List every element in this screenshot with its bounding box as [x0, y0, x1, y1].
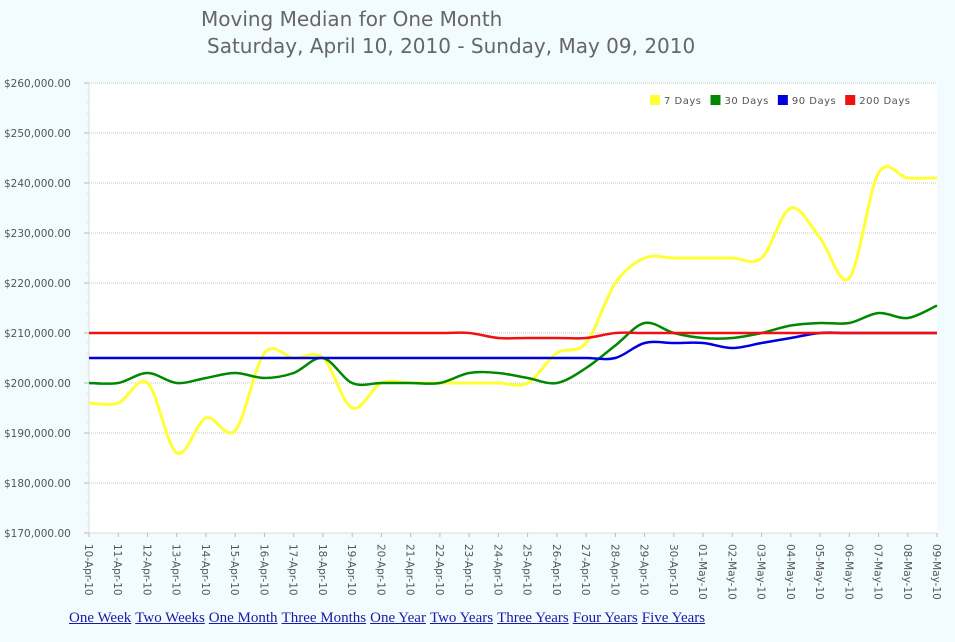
- legend-item: 90 Days: [777, 95, 836, 107]
- x-tick-label: 04-May-10: [784, 544, 796, 600]
- x-tick-label: 23-Apr-10: [462, 544, 474, 596]
- legend-swatch: [777, 95, 788, 105]
- series-line: [88, 331, 937, 340]
- range-link-one-year[interactable]: One Year: [370, 610, 426, 626]
- x-tick-label: 25-Apr-10: [521, 544, 533, 596]
- y-tick-label: $240,000.00: [4, 178, 71, 190]
- legend-swatch: [710, 95, 721, 105]
- x-tick-label: 07-May-10: [872, 544, 884, 600]
- legend-swatch: [845, 95, 856, 105]
- y-tick-label: $180,000.00: [4, 478, 71, 490]
- x-tick-label: 09-May-10: [930, 544, 942, 600]
- x-tick-label: 01-May-10: [696, 544, 708, 600]
- y-tick-label: $210,000.00: [4, 328, 71, 340]
- y-tick-label: $260,000.00: [4, 78, 71, 90]
- x-axis: 10-Apr-10 11-Apr-10 12-Apr-10 13-Apr-10 14-A…: [82, 532, 942, 600]
- range-link-one-week[interactable]: One Week: [69, 610, 132, 626]
- y-tick-label: $190,000.00: [4, 428, 71, 440]
- y-tick-label: $170,000.00: [4, 528, 71, 540]
- legend-item: 7 Days: [650, 95, 702, 107]
- y-tick-label: $220,000.00: [4, 278, 71, 290]
- x-tick-label: 29-Apr-10: [638, 544, 650, 596]
- x-tick-label: 20-Apr-10: [374, 544, 386, 596]
- y-axis: $170,000.00 $180,000.00 $190,000.00 $200,00…: [4, 78, 90, 540]
- x-tick-label: 22-Apr-10: [433, 544, 445, 596]
- chart-title: Moving Median for One Month: [201, 7, 503, 31]
- series-200-days: [88, 331, 938, 340]
- x-tick-label: 06-May-10: [842, 544, 854, 600]
- legend-item: 30 Days: [710, 95, 769, 107]
- range-link-two-years[interactable]: Two Years: [429, 610, 494, 626]
- range-link-two-weeks[interactable]: Two Weeks: [135, 610, 205, 626]
- x-tick-label: 05-May-10: [813, 544, 825, 600]
- y-tick-label: $230,000.00: [4, 228, 71, 240]
- range-link-one-month[interactable]: One Month: [208, 610, 278, 626]
- legend-label: 7 Days: [664, 96, 702, 107]
- range-link-four-years[interactable]: Four Years: [572, 610, 638, 626]
- x-tick-label: 11-Apr-10: [111, 544, 123, 596]
- range-link-five-years[interactable]: Five Years: [641, 610, 706, 626]
- x-tick-label: 13-Apr-10: [170, 544, 182, 596]
- x-tick-label: 30-Apr-10: [667, 544, 679, 596]
- x-tick-label: 02-May-10: [725, 544, 737, 600]
- x-tick-label: 15-Apr-10: [228, 544, 240, 596]
- series-line: [89, 331, 937, 361]
- series-90-days: [88, 331, 938, 361]
- x-tick-label: 28-Apr-10: [608, 544, 620, 596]
- series-line: [88, 165, 938, 455]
- y-tick-label: $200,000.00: [4, 378, 71, 390]
- range-links: One Week Two Weeks One Month Three Months On…: [69, 610, 709, 627]
- x-tick-label: 08-May-10: [901, 544, 913, 600]
- plot-area: [89, 83, 937, 533]
- x-tick-label: 18-Apr-10: [316, 544, 328, 596]
- chart-subtitle: Saturday, April 10, 2010 - Sunday, May 0…: [207, 34, 696, 58]
- y-tick-label: $250,000.00: [4, 128, 71, 140]
- x-tick-label: 16-Apr-10: [257, 544, 269, 596]
- legend-label: 90 Days: [792, 96, 836, 107]
- legend: 7 Days 30 Days 90 Days 200 Days: [650, 95, 910, 107]
- x-tick-label: 12-Apr-10: [140, 544, 152, 596]
- moving-median-chart: $170,000.00 $180,000.00 $190,000.00 $200,00…: [4, 78, 942, 600]
- legend-item: 200 Days: [845, 95, 910, 107]
- x-tick-label: 19-Apr-10: [345, 544, 357, 596]
- x-tick-label: 14-Apr-10: [199, 544, 211, 596]
- x-tick-label: 21-Apr-10: [404, 544, 416, 596]
- range-link-three-months[interactable]: Three Months: [281, 610, 367, 626]
- legend-label: 30 Days: [725, 96, 769, 107]
- series-30-days: [88, 304, 938, 387]
- x-tick-label: 27-Apr-10: [579, 544, 591, 596]
- x-tick-label: 17-Apr-10: [287, 544, 299, 596]
- legend-swatch: [650, 95, 660, 105]
- x-tick-label: 26-Apr-10: [550, 544, 562, 596]
- chart-title-block: Moving Median for One Month Saturday, Ap…: [201, 6, 695, 60]
- x-tick-label: 03-May-10: [755, 544, 767, 600]
- legend-label: 200 Days: [859, 96, 910, 107]
- series-lines: [88, 165, 938, 455]
- x-tick-label: 10-Apr-10: [82, 544, 94, 596]
- series-line: [88, 304, 938, 387]
- range-link-three-years[interactable]: Three Years: [497, 610, 569, 626]
- x-tick-label: 24-Apr-10: [491, 544, 503, 596]
